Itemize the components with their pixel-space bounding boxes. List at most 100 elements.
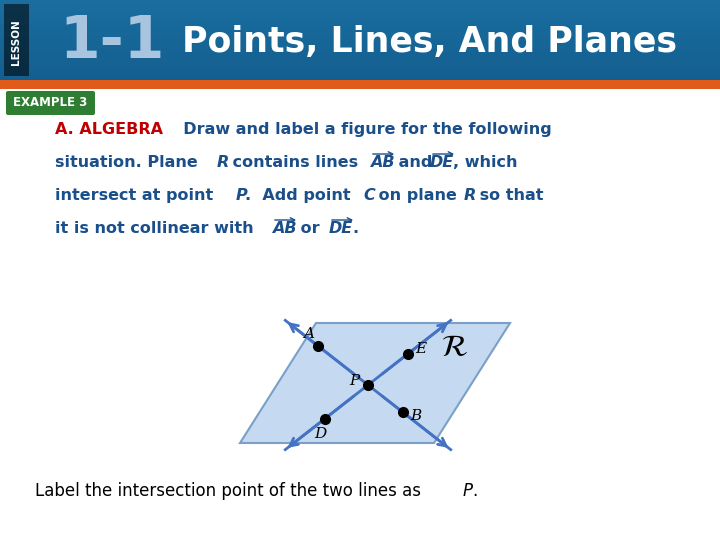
Bar <box>0 42 720 43</box>
Bar <box>0 25 720 26</box>
Bar <box>0 4 720 5</box>
Bar <box>0 23 720 24</box>
Bar <box>0 22 720 23</box>
Bar <box>0 3 720 4</box>
Bar <box>0 24 720 25</box>
Bar <box>0 58 720 59</box>
Text: Points, Lines, And Planes: Points, Lines, And Planes <box>182 25 678 59</box>
Text: Draw and label a figure for the following: Draw and label a figure for the followin… <box>172 122 552 137</box>
Bar <box>0 38 720 39</box>
Bar <box>0 49 720 50</box>
Bar <box>0 19 720 20</box>
Bar <box>0 26 720 27</box>
Text: so that: so that <box>474 188 544 203</box>
Bar <box>0 36 720 37</box>
Bar <box>0 1 720 2</box>
Text: .: . <box>472 482 477 500</box>
Text: $\mathcal{R}$: $\mathcal{R}$ <box>441 334 467 362</box>
Bar <box>0 57 720 58</box>
Bar <box>0 48 720 49</box>
Bar <box>0 20 720 21</box>
Bar <box>0 35 720 36</box>
Bar <box>0 10 720 11</box>
Bar <box>0 9 720 10</box>
Text: it is not collinear with: it is not collinear with <box>55 221 259 236</box>
Bar <box>0 44 720 45</box>
Bar <box>0 39 720 40</box>
Text: B: B <box>410 409 421 423</box>
Bar <box>0 17 720 18</box>
Bar <box>0 21 720 22</box>
Bar <box>0 54 720 55</box>
Text: DE: DE <box>430 155 454 170</box>
Bar <box>0 78 720 79</box>
Bar <box>0 47 720 48</box>
Bar <box>0 53 720 54</box>
Text: P: P <box>349 374 359 388</box>
Bar <box>0 11 720 12</box>
Bar <box>0 51 720 52</box>
Text: DE: DE <box>329 221 353 236</box>
Text: .  Add point: . Add point <box>245 188 356 203</box>
Bar <box>0 73 720 74</box>
Bar <box>0 29 720 30</box>
Bar <box>0 14 720 15</box>
Bar <box>0 37 720 38</box>
Bar <box>0 80 720 89</box>
Bar <box>0 72 720 73</box>
Text: E: E <box>415 342 426 356</box>
Bar <box>0 34 720 35</box>
Bar <box>0 28 720 29</box>
Text: AB: AB <box>370 155 395 170</box>
Text: situation. Plane: situation. Plane <box>55 155 203 170</box>
Text: R: R <box>217 155 230 170</box>
Bar <box>0 12 720 13</box>
Bar <box>0 76 720 77</box>
Bar <box>0 6 720 7</box>
Bar <box>0 68 720 69</box>
Bar <box>0 15 720 16</box>
Polygon shape <box>240 323 510 443</box>
Bar <box>0 63 720 64</box>
Bar <box>0 65 720 66</box>
Bar <box>0 70 720 71</box>
Text: D: D <box>314 427 326 441</box>
Bar <box>0 77 720 78</box>
Bar <box>0 74 720 75</box>
Bar <box>0 59 720 60</box>
Text: P: P <box>463 482 473 500</box>
Text: contains lines: contains lines <box>227 155 364 170</box>
Bar <box>0 13 720 14</box>
Bar <box>0 31 720 32</box>
FancyBboxPatch shape <box>6 91 95 115</box>
Text: LESSON: LESSON <box>12 19 22 65</box>
Text: intersect at point: intersect at point <box>55 188 219 203</box>
Bar <box>0 55 720 56</box>
Bar <box>0 0 720 1</box>
Text: and: and <box>393 155 438 170</box>
Bar <box>0 56 720 57</box>
Text: .: . <box>352 221 358 236</box>
Text: Label the intersection point of the two lines as: Label the intersection point of the two … <box>35 482 426 500</box>
Text: , which: , which <box>453 155 518 170</box>
Text: 1-1: 1-1 <box>59 14 165 71</box>
Bar <box>0 40 720 41</box>
Bar <box>0 43 720 44</box>
Bar <box>4 4 29 76</box>
Bar <box>0 69 720 70</box>
Bar <box>0 45 720 46</box>
Bar <box>0 30 720 31</box>
Bar <box>0 75 720 76</box>
Bar <box>0 16 720 17</box>
Bar <box>0 71 720 72</box>
Text: on plane: on plane <box>373 188 462 203</box>
Text: P: P <box>236 188 248 203</box>
Text: A: A <box>303 327 314 341</box>
Bar <box>0 2 720 3</box>
Bar <box>0 32 720 33</box>
Text: R: R <box>464 188 477 203</box>
Bar <box>0 8 720 9</box>
Bar <box>0 5 720 6</box>
Bar <box>0 18 720 19</box>
Text: AB: AB <box>272 221 297 236</box>
